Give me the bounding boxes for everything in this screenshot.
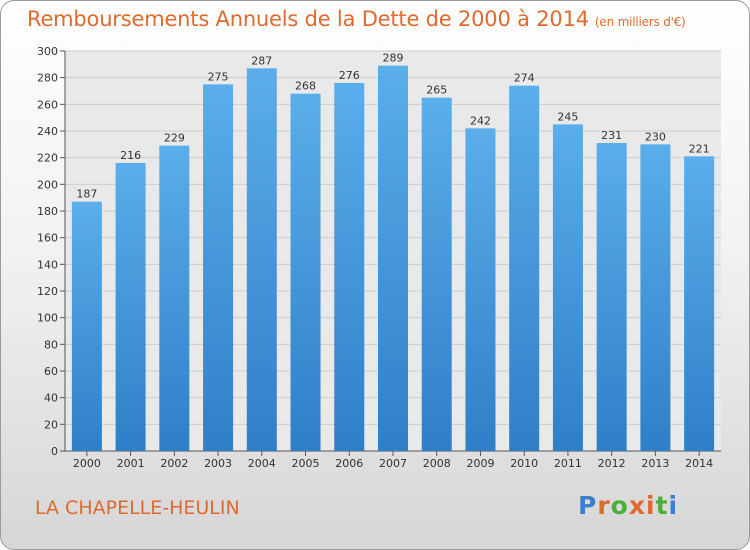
bar-2011 (552, 124, 583, 451)
data-label: 231 (601, 129, 622, 142)
x-tick-label: 2007 (379, 457, 407, 470)
logo-letter: o (610, 491, 629, 520)
bar-2003 (203, 84, 234, 451)
data-label: 289 (383, 52, 404, 65)
y-tick-label: 60 (44, 365, 58, 378)
chart-title: Remboursements Annuels de la Dette de 20… (27, 7, 686, 31)
data-label: 268 (295, 80, 316, 93)
chart-title-text: Remboursements Annuels de la Dette de 20… (27, 7, 589, 31)
x-tick-label: 2008 (423, 457, 451, 470)
data-label: 230 (645, 130, 666, 143)
y-tick-label: 280 (37, 72, 58, 85)
bar-2013 (640, 144, 671, 452)
x-tick-label: 2001 (117, 457, 145, 470)
x-tick-label: 2014 (685, 457, 713, 470)
y-tick-label: 160 (37, 232, 58, 245)
proxiti-logo: Proxiti (578, 491, 678, 520)
x-tick-label: 2009 (466, 457, 494, 470)
y-tick-label: 140 (37, 258, 58, 271)
bar-2009 (465, 128, 496, 451)
y-tick-label: 260 (37, 98, 58, 111)
data-label: 216 (120, 149, 141, 162)
logo-letter: t (655, 491, 669, 520)
y-tick-label: 220 (37, 152, 58, 165)
y-tick-label: 20 (44, 418, 58, 431)
data-label: 245 (557, 110, 578, 123)
bar-2001 (115, 163, 146, 451)
x-tick-label: 2010 (510, 457, 538, 470)
x-tick-label: 2006 (335, 457, 363, 470)
bar-2007 (378, 65, 408, 452)
logo-letter: i (646, 491, 656, 520)
y-tick-label: 200 (37, 178, 58, 191)
logo-letter: x (628, 491, 646, 520)
logo-letter: i (668, 491, 679, 520)
bar-2004 (246, 68, 277, 451)
bar-2005 (290, 93, 321, 452)
y-tick-label: 120 (37, 285, 58, 298)
x-tick-label: 2005 (292, 457, 320, 470)
y-tick-label: 240 (37, 125, 58, 138)
bar-2008 (421, 97, 452, 452)
commune-name: LA CHAPELLE-HEULIN (35, 497, 240, 519)
bar-2010 (509, 85, 540, 452)
y-tick-label: 180 (37, 205, 58, 218)
data-label: 242 (470, 114, 491, 127)
data-label: 265 (426, 84, 447, 97)
y-tick-label: 40 (44, 392, 58, 405)
x-tick-label: 2002 (160, 457, 188, 470)
data-label: 221 (689, 142, 710, 155)
x-tick-label: 2004 (248, 457, 276, 470)
bar-2014 (684, 156, 715, 452)
bar-2012 (596, 143, 627, 451)
data-label: 287 (251, 54, 272, 67)
x-tick-label: 2012 (598, 457, 626, 470)
data-label: 187 (76, 188, 97, 201)
data-label: 276 (339, 69, 360, 82)
x-tick-label: 2003 (204, 457, 232, 470)
data-label: 274 (514, 72, 535, 85)
logo-letter: P (578, 491, 598, 520)
y-tick-label: 0 (51, 445, 58, 458)
bar-2002 (159, 145, 190, 451)
bar-2006 (334, 83, 365, 451)
y-tick-label: 80 (44, 338, 58, 351)
data-label: 275 (208, 70, 229, 83)
bar-2000 (71, 201, 102, 451)
y-tick-label: 300 (37, 45, 58, 58)
chart-unit-note: (en milliers d'€) (594, 15, 686, 29)
logo-letter: r (597, 491, 611, 520)
y-tick-label: 100 (37, 312, 58, 325)
data-label: 229 (164, 132, 185, 145)
x-tick-label: 2013 (641, 457, 669, 470)
x-tick-label: 2011 (554, 457, 582, 470)
x-tick-label: 2000 (73, 457, 101, 470)
